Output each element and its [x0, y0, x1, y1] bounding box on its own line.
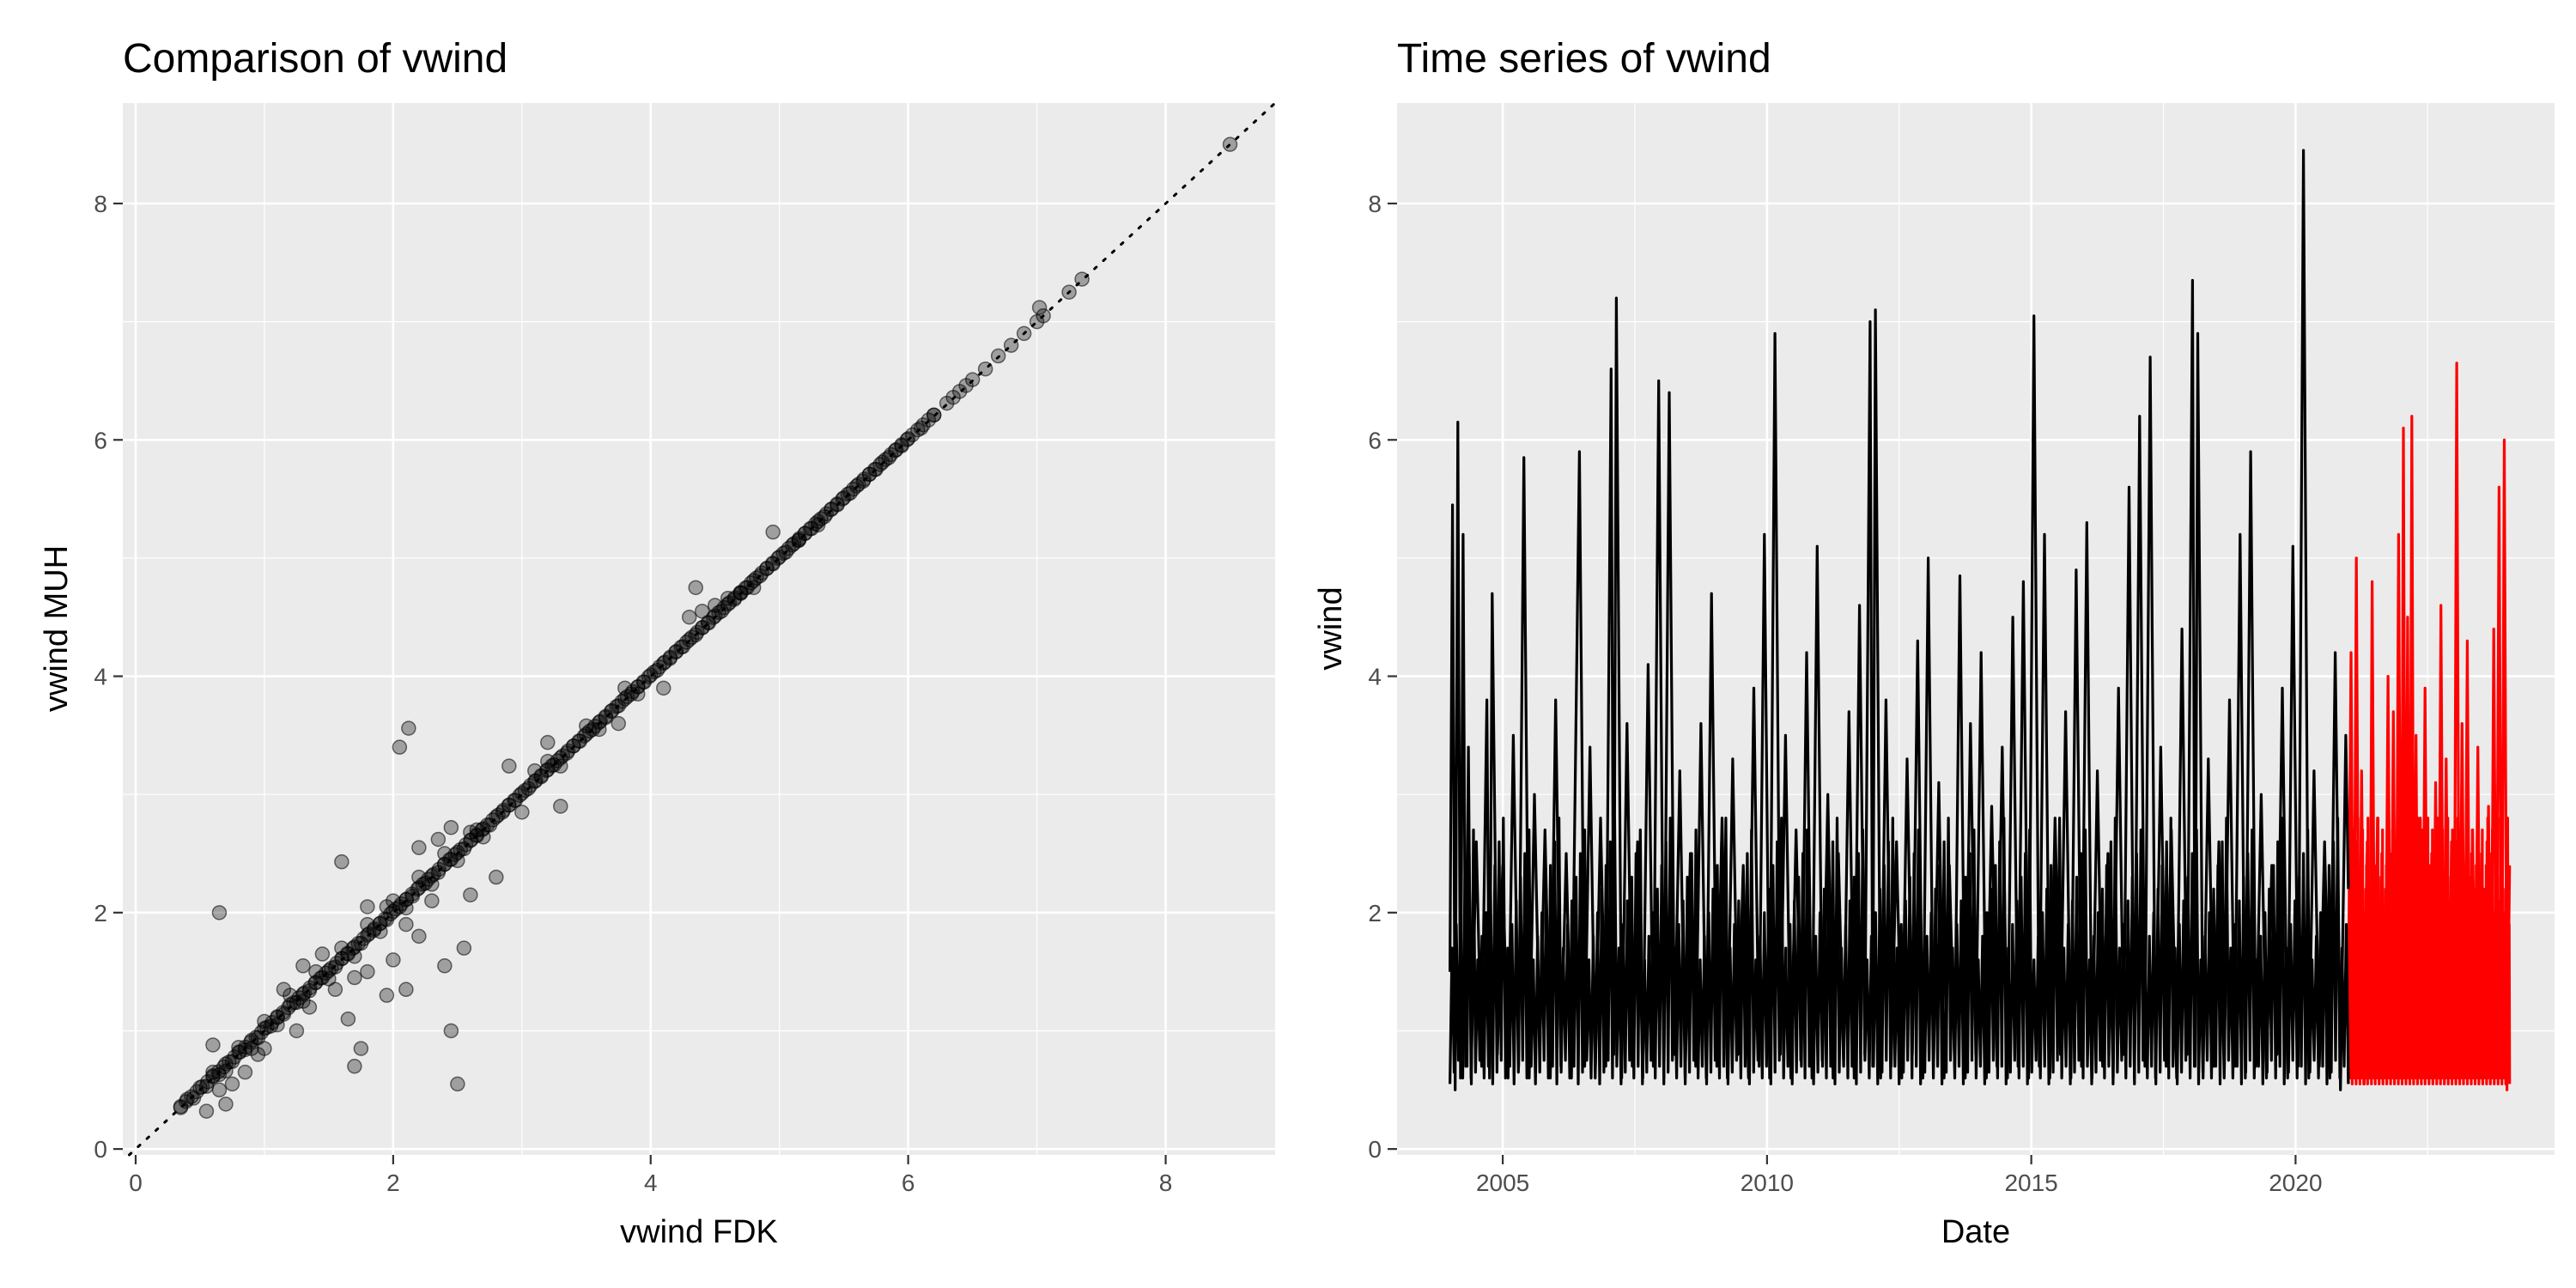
- scatter-point-209: [611, 715, 627, 732]
- timeseries-x-tick-label-1: 2010: [1741, 1170, 1794, 1196]
- scatter-point-173: [430, 831, 447, 848]
- timeseries-title: Time series of vwind: [1397, 36, 1771, 82]
- scatter-point-184: [450, 1076, 465, 1092]
- timeseries-series-band-0: [2347, 817, 2512, 1085]
- timeseries-series-line-1: [1449, 149, 2350, 1091]
- scatter-point-172: [443, 819, 459, 835]
- scatter-point-192: [411, 928, 427, 945]
- scatter-x-tick-label-4: 8: [1159, 1170, 1173, 1196]
- scatter-point-185: [353, 1041, 369, 1056]
- scatter-point-215: [224, 1076, 240, 1092]
- scatter-point-197: [295, 958, 311, 974]
- scatter-points: [173, 137, 1238, 1119]
- scatter-point-177: [540, 734, 556, 750]
- scatter-point-203: [237, 1064, 253, 1080]
- scatter-point-193: [398, 916, 414, 933]
- scatter-point-147: [411, 869, 427, 885]
- scatter-point-168: [392, 739, 408, 755]
- scatter-point-187: [340, 1011, 356, 1027]
- scatter-x-tick-label-0: 0: [129, 1170, 143, 1196]
- scatter-point-216: [211, 1082, 228, 1098]
- scatter-point-212: [386, 952, 401, 968]
- timeseries-x-tick-label-2: 2015: [2004, 1170, 2057, 1196]
- scatter-point-195: [360, 899, 375, 914]
- scatter-y-tick-label-4: 8: [94, 191, 107, 217]
- scatter-point-201: [198, 1103, 215, 1119]
- scatter-point-124: [1016, 325, 1032, 342]
- scatter-point-200: [205, 1037, 221, 1053]
- scatter-point-171: [411, 840, 427, 855]
- scatter-point-169: [401, 720, 416, 736]
- scatter-y-axis-ticks: 0 2 4 6 8: [94, 191, 123, 1163]
- scatter-grid: [123, 103, 1275, 1155]
- scatter-point-198: [301, 999, 318, 1015]
- scatter-point-214: [289, 1023, 305, 1039]
- scatter-point-204: [250, 1047, 266, 1062]
- timeseries-series-band-1: [1449, 817, 2350, 1085]
- scatter-y-tick-label-0: 0: [94, 1136, 107, 1163]
- timeseries-y-axis-title: vwind: [1313, 586, 1349, 670]
- scatter-point-167: [211, 905, 228, 920]
- scatter-point-194: [424, 893, 440, 908]
- scatter-x-axis-ticks: 0 2 4 6 8: [129, 1155, 1172, 1196]
- scatter-point-120: [964, 372, 981, 387]
- scatter-point-189: [379, 987, 395, 1003]
- scatter-point-122: [990, 348, 1006, 364]
- scatter-title: Comparison of vwind: [123, 36, 507, 82]
- scatter-x-tick-label-2: 4: [644, 1170, 658, 1196]
- scatter-point-174: [501, 758, 517, 774]
- scatter-panel: Comparison of vwind 0 2 4 6 8 0 2 4 6 8 vwind FD…: [39, 36, 1277, 1250]
- scatter-point-190: [398, 981, 414, 998]
- scatter-y-tick-label-3: 6: [94, 427, 107, 453]
- scatter-point-band-140: [926, 407, 942, 423]
- scatter-point-130: [1222, 137, 1238, 152]
- scatter-y-axis-title: vwind MUH: [39, 545, 75, 712]
- scatter-point-178: [688, 580, 704, 596]
- scatter-point-213: [276, 981, 292, 998]
- scatter-point-161: [707, 598, 723, 613]
- timeseries-x-axis-ticks: 2005 2010 2015 2020: [1476, 1155, 2323, 1196]
- scatter-point-170: [334, 854, 349, 870]
- scatter-y-tick-label-2: 4: [94, 664, 107, 690]
- scatter-point-129: [1074, 271, 1090, 287]
- scatter-x-tick-label-1: 2: [386, 1170, 400, 1196]
- scatter-point-206: [379, 899, 395, 914]
- timeseries-panel: Time series of vwind 2005 2010 2015 2020 0 2…: [1313, 36, 2555, 1250]
- scatter-point-202: [218, 1097, 234, 1112]
- scatter-point-182: [456, 940, 472, 956]
- timeseries-x-tick-label-0: 2005: [1476, 1170, 1529, 1196]
- scatter-point-180: [489, 869, 504, 885]
- scatter-y-tick-label-1: 2: [94, 900, 107, 927]
- scatter-point-181: [437, 958, 453, 974]
- timeseries-y-axis-ticks: 0 2 4 6 8: [1368, 191, 1397, 1163]
- scatter-point-127: [1036, 308, 1051, 324]
- timeseries-y-tick-label-2: 4: [1368, 664, 1382, 690]
- timeseries-y-tick-label-1: 2: [1368, 900, 1382, 927]
- scatter-x-axis-title: vwind FDK: [620, 1214, 778, 1250]
- scatter-point-176: [553, 799, 568, 814]
- timeseries-y-tick-label-3: 6: [1368, 427, 1382, 453]
- scatter-point-207: [463, 887, 478, 902]
- timeseries-y-tick-label-4: 8: [1368, 191, 1382, 217]
- scatter-point-210: [656, 680, 671, 696]
- scatter-point-159: [682, 609, 697, 625]
- timeseries-x-axis-title: Date: [1941, 1214, 2010, 1250]
- scatter-point-183: [443, 1023, 459, 1039]
- scatter-point-196: [347, 969, 362, 986]
- scatter-point-211: [514, 805, 530, 820]
- scatter-point-205: [314, 946, 331, 962]
- scatter-point-126: [1031, 300, 1048, 315]
- scatter-point-128: [1061, 284, 1077, 300]
- scatter-x-tick-label-3: 6: [902, 1170, 915, 1196]
- timeseries-y-tick-label-0: 0: [1368, 1136, 1382, 1163]
- scatter-point-123: [1003, 337, 1019, 353]
- scatter-point-186: [347, 1059, 362, 1074]
- scatter-point-179: [765, 524, 781, 540]
- scatter-point-191: [360, 963, 375, 980]
- timeseries-x-tick-label-3: 2020: [2269, 1170, 2322, 1196]
- timeseries-lines: [1449, 149, 2512, 1091]
- scatter-point-188: [327, 981, 343, 998]
- scatter-point-121: [977, 361, 993, 377]
